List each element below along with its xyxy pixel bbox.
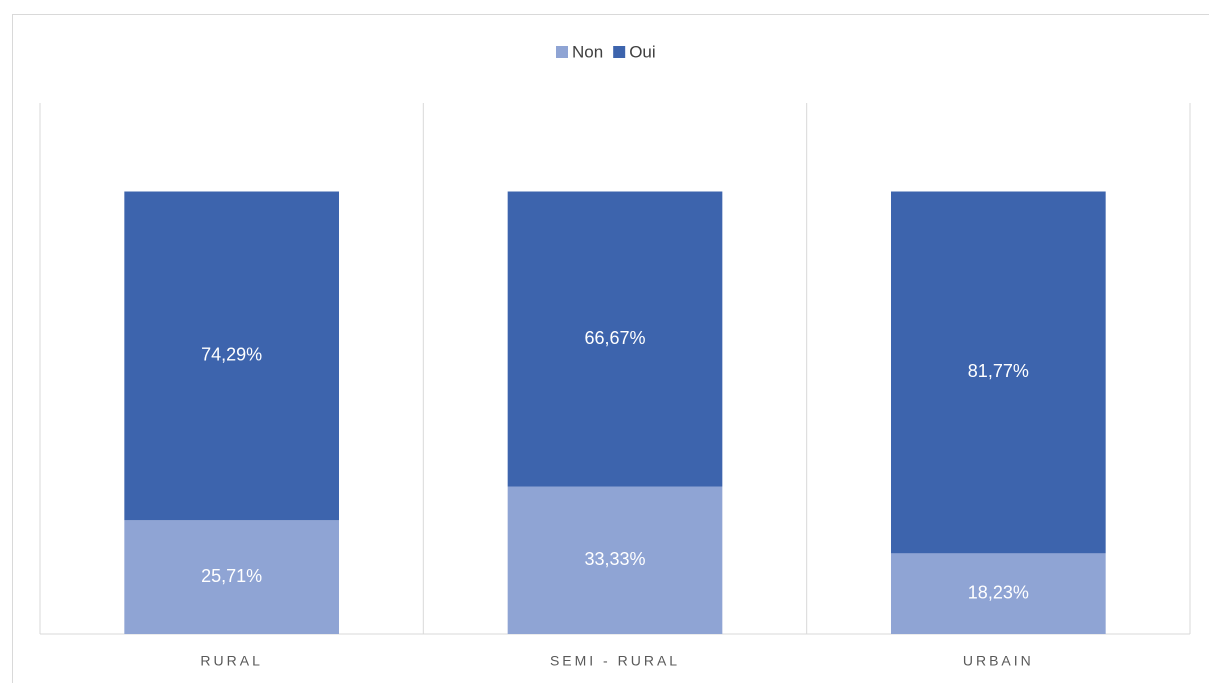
bar-segment [507, 486, 723, 634]
data-label: 33,33% [584, 549, 645, 569]
bar-segment [507, 191, 723, 487]
legend-label: Non [572, 42, 603, 61]
data-label: 18,23% [968, 582, 1029, 602]
chart-border [12, 14, 1209, 683]
data-label: 66,67% [584, 328, 645, 348]
bar-segment [891, 553, 1106, 634]
data-label: 74,29% [201, 345, 262, 365]
data-label: 81,77% [968, 361, 1029, 381]
x-tick-label: SEMI - RURAL [550, 653, 680, 669]
bar-segment [124, 191, 339, 521]
x-tick-label: RURAL [200, 653, 262, 669]
bar-segment [124, 520, 339, 634]
legend-label: Oui [629, 42, 655, 61]
legend-swatch [613, 46, 626, 58]
legend-swatch [556, 46, 568, 58]
data-label: 25,71% [201, 566, 262, 586]
x-tick-label: URBAIN [963, 653, 1034, 669]
bar-segment [891, 191, 1106, 554]
